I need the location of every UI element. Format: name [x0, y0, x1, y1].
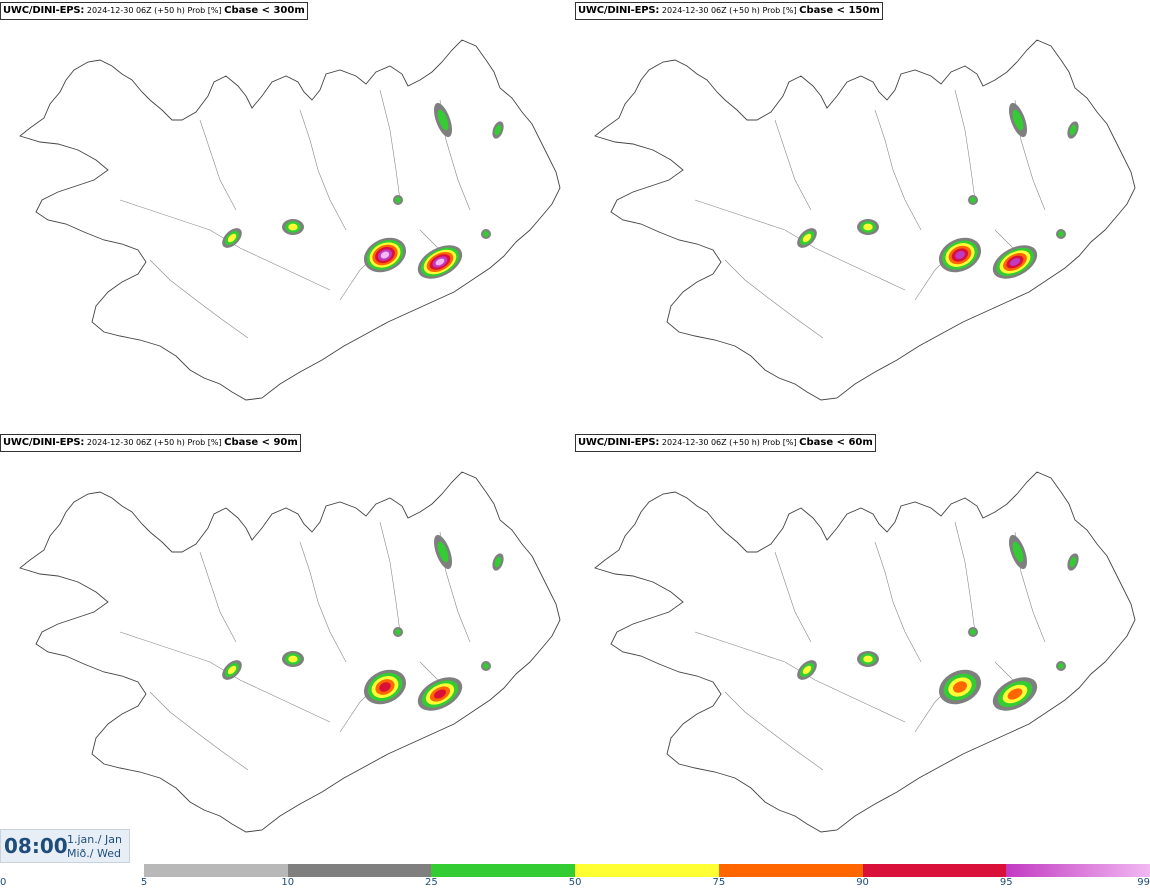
probability-contour — [802, 665, 812, 675]
map-panel-3: UWC/DINI-EPS: 2024-12-30 06Z (+50 h) Pro… — [0, 432, 575, 864]
colorbar-tick-label: 5 — [140, 877, 148, 888]
region-boundary — [199, 551, 237, 643]
colorbar-segment — [718, 864, 863, 877]
colorbar-tick-label: 10 — [281, 877, 295, 888]
probability-contour — [483, 663, 489, 669]
probability-contour — [288, 223, 298, 231]
region-boundary — [774, 551, 812, 643]
colorbar-segment — [144, 864, 288, 877]
region-boundary — [874, 109, 922, 231]
colorbar-segment — [862, 864, 1007, 877]
probability-contour — [433, 689, 447, 699]
model-label: UWC/DINI-EPS — [3, 437, 81, 448]
probability-contour — [953, 681, 967, 693]
probability-contour — [863, 223, 873, 231]
probability-contour — [379, 682, 391, 692]
colorbar-segment — [1006, 864, 1150, 877]
probability-contour — [395, 629, 401, 635]
probability-contour — [395, 197, 401, 203]
panel-header: UWC/DINI-EPS: 2024-12-30 06Z (+50 h) Pro… — [0, 2, 308, 20]
region-boundary — [199, 119, 237, 211]
probability-contour — [494, 556, 502, 568]
probability-contour — [227, 233, 237, 243]
colorbar-tick-label: 95 — [999, 877, 1013, 888]
probability-contour — [437, 541, 449, 563]
region-boundary — [954, 89, 976, 201]
region-boundary — [774, 119, 812, 211]
probability-contour — [802, 233, 812, 243]
region-boundary — [379, 89, 401, 201]
colorbar-tick-label: 99 — [1137, 877, 1150, 888]
probability-contour — [227, 665, 237, 675]
region-boundary — [954, 521, 976, 633]
valid-time: 08:00 — [4, 834, 68, 858]
iceland-map — [19, 39, 561, 401]
model-label: UWC/DINI-EPS — [3, 5, 81, 16]
probability-contour — [863, 655, 873, 663]
colorbar — [144, 864, 1150, 877]
probability-contour — [437, 109, 449, 131]
colorbar-tick-label: 0 — [0, 877, 7, 888]
probability-contour — [288, 655, 298, 663]
parameter-label: Cbase < 90m — [224, 437, 298, 448]
valid-weekday: Mið./ Wed — [67, 847, 121, 860]
run-info: 2024-12-30 06Z (+50 h) Prob [%] — [659, 6, 800, 15]
region-boundary — [149, 691, 249, 771]
run-info: 2024-12-30 06Z (+50 h) Prob [%] — [84, 6, 225, 15]
probability-contour — [1058, 663, 1064, 669]
probability-contour — [970, 197, 976, 203]
probability-contour — [1012, 109, 1024, 131]
probability-contour — [435, 258, 445, 266]
iceland-map — [594, 39, 1136, 401]
colon: : — [80, 437, 85, 448]
region-boundary — [724, 259, 824, 339]
valid-date: 1.jan./ Jan — [67, 833, 122, 846]
probability-contour — [1009, 258, 1021, 266]
colorbar-tick-label: 75 — [712, 877, 726, 888]
model-label: UWC/DINI-EPS — [578, 437, 656, 448]
iceland-map — [19, 471, 561, 833]
colorbar-segment — [287, 864, 432, 877]
colon: : — [655, 5, 660, 16]
model-label: UWC/DINI-EPS — [578, 5, 656, 16]
probability-contour — [1069, 124, 1077, 136]
map-panel-1: UWC/DINI-EPS: 2024-12-30 06Z (+50 h) Pro… — [0, 0, 575, 432]
region-boundary — [724, 691, 824, 771]
colon: : — [655, 437, 660, 448]
colorbar-tick-label: 90 — [856, 877, 869, 888]
parameter-label: Cbase < 150m — [799, 5, 880, 16]
probability-contour — [955, 251, 965, 259]
probability-contour — [380, 251, 390, 259]
region-boundary — [874, 541, 922, 663]
panel-header: UWC/DINI-EPS: 2024-12-30 06Z (+50 h) Pro… — [575, 434, 876, 452]
region-boundary — [299, 109, 347, 231]
probability-contour — [1012, 541, 1024, 563]
probability-contour — [494, 124, 502, 136]
colorbar-tick-label: 50 — [568, 877, 582, 888]
colorbar-segment — [431, 864, 576, 877]
region-boundary — [379, 521, 401, 633]
map-panel-4: UWC/DINI-EPS: 2024-12-30 06Z (+50 h) Pro… — [575, 432, 1150, 864]
run-info: 2024-12-30 06Z (+50 h) Prob [%] — [659, 438, 800, 447]
valid-time-box: 08:00 1.jan./ Jan Mið./ Wed — [0, 829, 130, 863]
colorbar-segment — [575, 864, 719, 877]
region-boundary — [299, 541, 347, 663]
region-boundary — [149, 259, 249, 339]
iceland-map — [594, 471, 1136, 833]
parameter-label: Cbase < 60m — [799, 437, 873, 448]
probability-contour — [1007, 688, 1023, 700]
probability-contour — [483, 231, 489, 237]
map-panel-2: UWC/DINI-EPS: 2024-12-30 06Z (+50 h) Pro… — [575, 0, 1150, 432]
parameter-label: Cbase < 300m — [224, 5, 305, 16]
run-info: 2024-12-30 06Z (+50 h) Prob [%] — [84, 438, 225, 447]
panel-header: UWC/DINI-EPS: 2024-12-30 06Z (+50 h) Pro… — [0, 434, 301, 452]
probability-contour — [1069, 556, 1077, 568]
colon: : — [80, 5, 85, 16]
probability-contour — [1058, 231, 1064, 237]
probability-contour — [970, 629, 976, 635]
panel-header: UWC/DINI-EPS: 2024-12-30 06Z (+50 h) Pro… — [575, 2, 883, 20]
colorbar-tick-label: 25 — [425, 877, 438, 888]
